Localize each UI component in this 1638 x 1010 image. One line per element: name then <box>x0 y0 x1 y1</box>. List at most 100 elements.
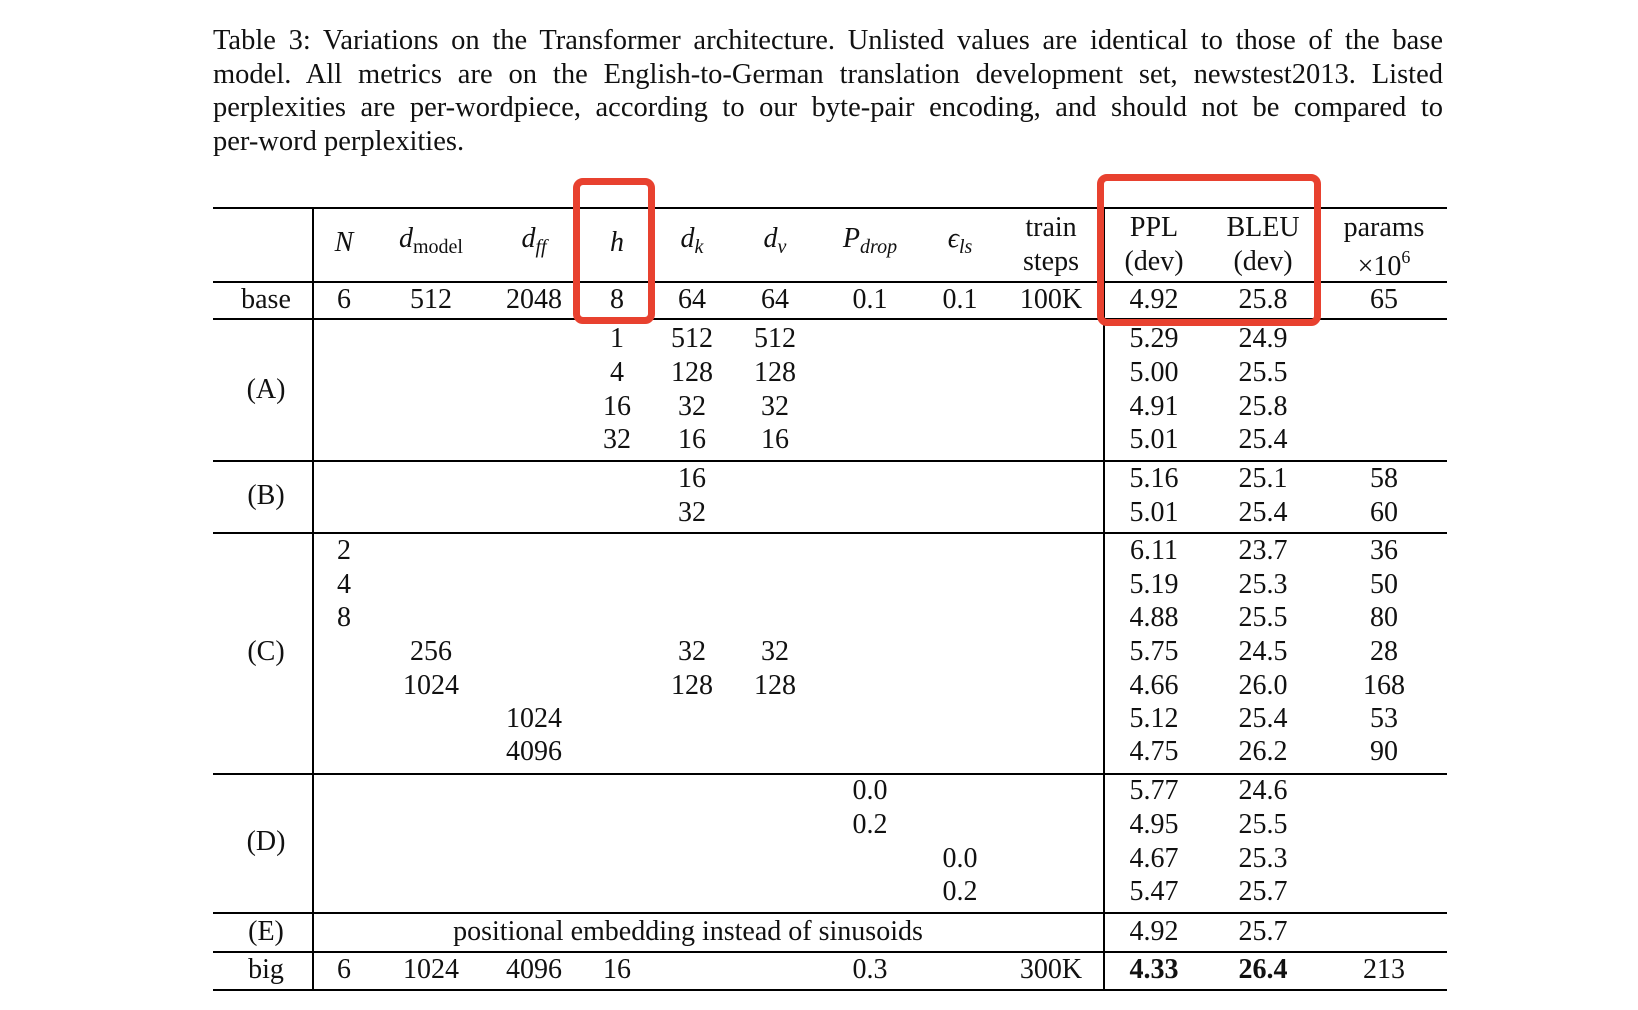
table-cell: 6 <box>337 284 351 315</box>
table-cell: 5.01 <box>1129 497 1179 528</box>
caption-line: Table 3: Variations on the Transformer a… <box>213 25 1443 56</box>
header-d-ff: dff <box>521 223 546 263</box>
table-cell: 0.1 <box>942 284 978 315</box>
table-cell: 25.3 <box>1238 569 1288 600</box>
header-d-model-sub: model <box>413 236 463 258</box>
highlight-box-ppl-bleu <box>1097 174 1321 326</box>
highlight-box-h-column <box>573 178 655 324</box>
table-cell: 32 <box>678 497 706 528</box>
table-cell: 1 <box>610 323 624 354</box>
header-epsilon-main: ϵ <box>947 223 959 254</box>
table-cell: 24.6 <box>1238 775 1288 806</box>
table-cell: 1024 <box>403 954 459 985</box>
header-params-exponent: 6 <box>1401 247 1411 267</box>
table-cell: 25.5 <box>1238 357 1288 388</box>
table-cell: 512 <box>410 284 452 315</box>
table-cell-bold: 26.4 <box>1238 954 1288 985</box>
group-a-rule <box>213 460 1447 462</box>
table-cell: 60 <box>1370 497 1398 528</box>
table-cell: 128 <box>754 670 796 701</box>
table-cell: 28 <box>1370 636 1398 667</box>
table-cell: 53 <box>1370 703 1398 734</box>
table-top-rule <box>213 207 1447 209</box>
row-label-c: (C) <box>247 636 285 667</box>
table-cell: 25.8 <box>1238 284 1288 315</box>
row-label-b: (B) <box>247 480 285 511</box>
table-cell: 25.1 <box>1238 463 1288 494</box>
table-cell: 5.75 <box>1129 636 1179 667</box>
row-label-d: (D) <box>246 826 286 857</box>
header-ppl-line2: (dev) <box>1124 246 1184 277</box>
header-train-line2: steps <box>1023 246 1079 277</box>
table-cell: 4096 <box>506 736 562 767</box>
header-d-v-sub: v <box>777 236 787 258</box>
table-cell: 25.4 <box>1238 497 1288 528</box>
header-train-line1: train <box>1025 212 1077 243</box>
row-label-a: (A) <box>246 374 286 405</box>
table-cell: 16 <box>678 424 706 455</box>
table-cell: 5.16 <box>1129 463 1179 494</box>
table-cell: 4.67 <box>1129 843 1179 874</box>
table-cell: 5.12 <box>1129 703 1179 734</box>
row-label-big: big <box>248 954 284 985</box>
table-cell: 36 <box>1370 535 1398 566</box>
header-bleu-line1: BLEU <box>1226 212 1300 243</box>
table-cell: 24.9 <box>1238 323 1288 354</box>
table-cell: 4.66 <box>1129 670 1179 701</box>
header-d-k: dk <box>681 223 704 263</box>
table-cell: 25.7 <box>1238 916 1288 947</box>
table-cell: 25.5 <box>1238 602 1288 633</box>
table-cell: 32 <box>761 636 789 667</box>
header-d-ff-sub: ff <box>535 236 547 258</box>
table-cell: 32 <box>603 424 631 455</box>
label-column-divider <box>312 207 314 990</box>
table-cell: 4.92 <box>1129 284 1179 315</box>
group-b-rule <box>213 532 1447 534</box>
table-cell: 4 <box>337 569 351 600</box>
table-cell: 4 <box>610 357 624 388</box>
table-cell: 1024 <box>506 703 562 734</box>
header-bleu-line2: (dev) <box>1233 246 1293 277</box>
table-cell: 8 <box>610 284 624 315</box>
header-epsilon: ϵls <box>948 223 973 263</box>
table-cell: 168 <box>1363 670 1405 701</box>
table-cell: 512 <box>671 323 713 354</box>
table-cell-bold: 4.33 <box>1129 954 1179 985</box>
table-cell: 0.1 <box>852 284 888 315</box>
table-cell: 64 <box>761 284 789 315</box>
table-cell: 0.0 <box>942 843 978 874</box>
header-d-k-sub: k <box>694 236 704 258</box>
table-cell: 16 <box>603 391 631 422</box>
table-cell: 26.0 <box>1238 670 1288 701</box>
group-e-rule <box>213 951 1447 953</box>
header-d-ff-main: d <box>521 223 536 254</box>
header-d-model: dmodel <box>399 223 463 263</box>
table-cell: 5.19 <box>1129 569 1179 600</box>
table-cell: 2048 <box>506 284 562 315</box>
header-params-line1: params <box>1343 212 1425 243</box>
table-cell: 26.2 <box>1238 736 1288 767</box>
table-cell: 256 <box>410 636 452 667</box>
header-params-prefix: ×10 <box>1357 251 1402 282</box>
table-cell: 25.4 <box>1238 424 1288 455</box>
table-cell: 100K <box>1019 284 1083 315</box>
table-cell: 0.3 <box>852 954 888 985</box>
table-cell: 5.01 <box>1129 424 1179 455</box>
table-bottom-rule <box>213 989 1447 991</box>
table-cell: 32 <box>678 391 706 422</box>
table-cell: 128 <box>754 357 796 388</box>
table-cell: 5.00 <box>1129 357 1179 388</box>
header-epsilon-sub: ls <box>958 236 973 258</box>
table-cell: 25.7 <box>1238 876 1288 907</box>
table-cell: 4.92 <box>1129 916 1179 947</box>
caption-line: per-word perplexities. <box>213 125 465 157</box>
table-cell: 512 <box>754 323 796 354</box>
base-rule <box>213 318 1447 320</box>
header-p-drop: Pdrop <box>843 223 897 263</box>
header-n: N <box>334 227 354 258</box>
table-cell: 4.75 <box>1129 736 1179 767</box>
table-cell: 0.2 <box>942 876 978 907</box>
group-c-rule <box>213 773 1447 775</box>
table-cell: 6 <box>337 954 351 985</box>
